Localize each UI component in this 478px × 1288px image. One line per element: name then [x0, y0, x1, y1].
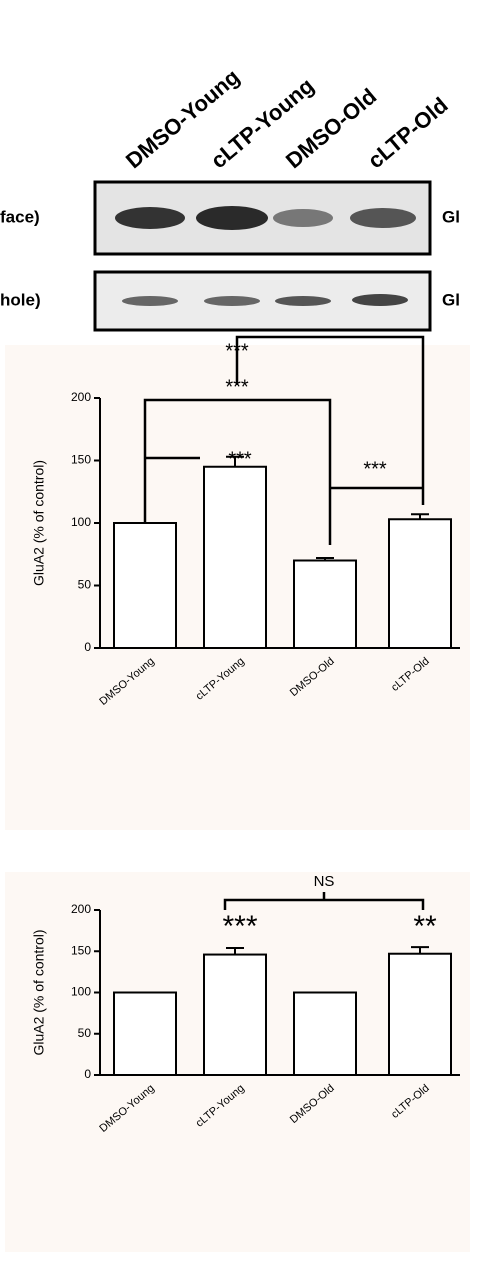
annotation: NS: [314, 873, 335, 890]
annotation: **: [413, 910, 437, 943]
y-tick-label: 150: [71, 453, 91, 467]
band: [275, 296, 331, 306]
bar: [114, 993, 176, 1076]
y-axis-label: GluA2 (% of control): [31, 929, 47, 1055]
row-label: face): [0, 207, 40, 226]
y-tick-label: 50: [78, 578, 92, 592]
band: [352, 294, 408, 306]
y-tick-label: 0: [84, 640, 91, 654]
y-tick-label: 100: [71, 515, 91, 529]
figure: face) hole) Gl Gl DMSO-Young cLTP-Young …: [0, 0, 478, 1288]
bar: [204, 467, 266, 648]
bar: [204, 955, 266, 1075]
row-label: hole): [0, 290, 41, 309]
band: [350, 208, 416, 228]
y-tick-label: 50: [78, 1026, 92, 1040]
row-label: Gl: [442, 290, 460, 309]
bar: [294, 993, 356, 1076]
bar: [389, 519, 451, 648]
band: [204, 296, 260, 306]
y-tick-label: 150: [71, 943, 91, 957]
annotation: ***: [363, 458, 387, 480]
bar: [389, 954, 451, 1075]
bar: [294, 561, 356, 649]
y-tick-label: 200: [71, 390, 91, 404]
y-tick-label: 0: [84, 1067, 91, 1081]
y-tick-label: 100: [71, 985, 91, 999]
row-label: Gl: [442, 207, 460, 226]
annotation: ***: [222, 910, 257, 943]
band: [273, 209, 333, 227]
annotation: ***: [225, 376, 249, 398]
blot: face) hole) Gl Gl DMSO-Young cLTP-Young …: [0, 64, 460, 330]
band: [196, 206, 268, 230]
annotation: ***: [228, 448, 252, 470]
y-tick-label: 200: [71, 902, 91, 916]
band: [122, 296, 178, 306]
bar: [114, 523, 176, 648]
annotation: ***: [225, 340, 249, 362]
y-axis-label: GluA2 (% of control): [31, 460, 47, 586]
band: [115, 207, 185, 229]
